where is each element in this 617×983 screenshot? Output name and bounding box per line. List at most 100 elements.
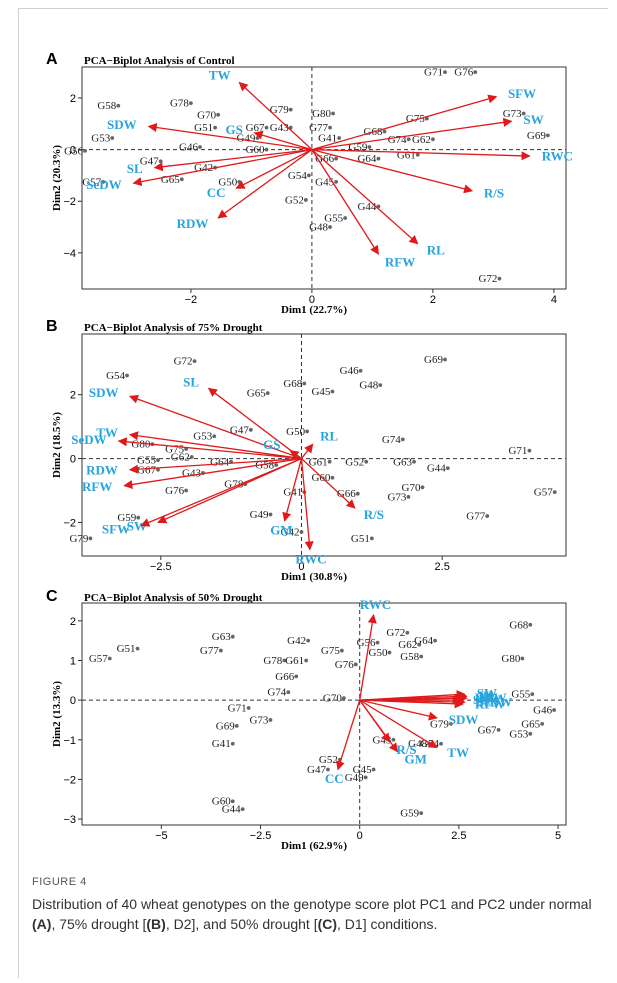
genotype-point [184,488,189,493]
genotype-label: G67 [137,464,156,476]
genotype-label: G74 [388,134,407,146]
loading-arrow [235,149,313,189]
genotype-point [268,718,273,722]
trait-label: SW [523,112,543,127]
trait-label: TW [209,68,231,83]
genotype-label: G52 [345,456,364,468]
genotype-label: G62 [412,134,431,146]
genotype-point [331,111,335,116]
figure-frame [18,8,608,978]
genotype-point [358,368,363,373]
caption-panel-c: (C) [317,916,338,932]
genotype-point [212,434,217,439]
genotype-point [306,173,311,178]
genotype-label: G58 [255,459,274,471]
genotype-label: G73 [503,108,522,120]
trait-label: TW [447,745,469,760]
genotype-label: G61 [397,149,416,161]
genotype-point [156,467,160,472]
genotype-point [364,459,369,464]
genotype-point [304,658,309,663]
genotype-point [520,656,525,661]
y-tick-label: −1 [63,735,76,747]
trait-label: RDW [86,462,118,477]
trait-label: SL [127,161,143,176]
genotype-label: G66 [275,671,294,683]
genotype-label: G74 [267,687,286,699]
y-tick-label: 0 [70,145,76,157]
genotype-label: G42 [281,527,300,539]
genotype-label: G53 [509,728,528,740]
genotype-point [230,741,235,746]
genotype-label: G45 [315,176,334,188]
trait-label: GS [263,437,280,452]
genotype-label: G52 [285,194,304,206]
genotype-point [282,658,287,663]
x-tick-label: −2.5 [150,561,172,573]
genotype-label: G78 [170,98,189,110]
genotype-point [431,137,435,142]
trait-label: R/S [484,185,504,200]
genotype-point [497,276,502,281]
trait-label: RWC [295,552,326,567]
genotype-point [417,642,422,647]
genotype-label: G73 [387,491,406,503]
genotype-label: G72 [174,356,193,368]
x-axis-title: Dim1 (30.8%) [281,571,347,583]
genotype-point [530,692,535,697]
trait-label: SeDW [477,694,512,709]
genotype-point [528,731,533,736]
y-tick-label: 2 [70,93,76,105]
genotype-point [328,125,332,130]
genotype-point [527,448,532,453]
loading-arrow [117,437,302,460]
y-tick-label: −2 [63,196,76,208]
trait-label: SW [477,686,497,701]
genotype-label: G69 [527,130,546,142]
genotype-point [230,799,235,804]
genotype-point [376,156,381,161]
trait-label: RDW [475,690,507,705]
y-tick-label: 2 [70,616,76,628]
genotype-point [328,225,332,229]
genotype-point [330,475,335,480]
y-axis-title: Dim2 (20.3%) [51,145,63,211]
genotype-label: G59 [117,512,136,524]
genotype-label: G62 [398,639,417,651]
genotype-label: G76 [454,67,473,79]
trait-label: CC [207,185,226,200]
loading-arrow [359,699,398,753]
genotype-label: G52 [319,754,338,766]
genotype-point [158,159,163,164]
biplot-figure: A PCA−Biplot Analysis of Control −2 0 2 4 −4 −2… [46,51,573,852]
genotype-label: G63 [393,456,412,468]
loading-arrow [253,130,313,151]
genotype-point [264,125,269,130]
genotype-label: G71 [228,703,247,715]
genotype-label: G46 [179,142,198,154]
genotype-point [375,640,380,645]
x-axis-title: Dim1 (62.9%) [281,840,347,852]
loading-arrow [207,387,302,460]
genotype-point [116,103,121,108]
genotype-label: G80 [131,439,150,451]
loading-arrow [282,458,303,522]
genotype-label: G53 [193,431,212,443]
trait-label: RWC [542,148,573,163]
genotype-label: G77 [466,511,485,523]
loading-arrow [311,149,419,245]
loading-arrow [128,457,302,474]
genotype-point [485,514,490,518]
x-tick-label: 2 [430,294,436,306]
genotype-label: G46 [533,705,552,717]
genotype-point [496,727,501,732]
genotype-label: G72 [386,627,405,639]
caption-part: , 75% drought [ [51,916,147,932]
y-tick-label: −4 [63,248,76,260]
genotype-label: G43 [182,467,201,479]
genotype-label: G73 [249,714,268,726]
genotype-label: G74 [382,434,401,446]
trait-label: GS [226,122,243,137]
genotype-label: G45 [353,764,372,776]
loading-arrow [359,613,377,701]
